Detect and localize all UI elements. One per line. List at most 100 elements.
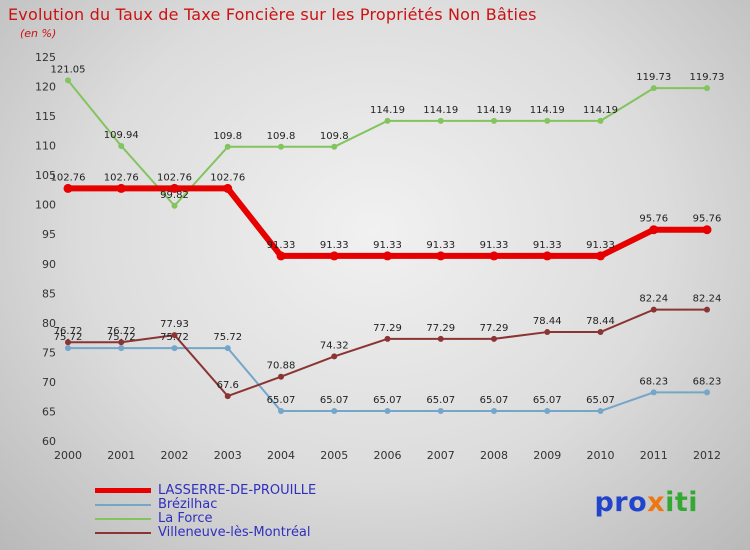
proxiti-logo: proxiti — [594, 487, 698, 518]
data-point — [491, 408, 497, 415]
chart-title: Evolution du Taux de Taxe Foncière sur l… — [8, 5, 537, 24]
point-label: 65.07 — [373, 395, 402, 406]
x-tick-label: 2009 — [533, 449, 561, 462]
data-point — [650, 389, 657, 396]
data-point — [65, 339, 71, 346]
data-point — [384, 408, 391, 415]
legend-swatch — [95, 517, 151, 520]
data-point — [542, 251, 552, 261]
data-point — [278, 143, 284, 150]
data-point — [63, 183, 73, 193]
data-point — [650, 306, 657, 313]
data-point — [118, 339, 125, 346]
x-tick-label: 2010 — [587, 449, 615, 462]
point-label: 76.72 — [107, 326, 136, 337]
data-point — [171, 345, 178, 352]
data-point — [65, 345, 71, 352]
data-point — [383, 251, 392, 261]
point-label: 102.76 — [104, 172, 139, 183]
point-label: 114.19 — [370, 105, 405, 116]
point-label: 102.76 — [157, 172, 192, 183]
x-tick-label: 2008 — [480, 449, 508, 462]
point-label: 68.23 — [693, 376, 722, 387]
x-tick-label: 2001 — [107, 449, 135, 462]
data-point — [437, 408, 444, 415]
point-label: 76.72 — [54, 326, 83, 337]
data-point — [544, 408, 551, 415]
point-label: 74.32 — [320, 340, 349, 351]
point-label: 91.33 — [373, 240, 402, 251]
data-point — [544, 117, 551, 124]
point-label: 78.44 — [586, 316, 615, 327]
data-point — [276, 251, 286, 261]
data-point — [278, 373, 284, 380]
point-label: 77.93 — [160, 319, 189, 330]
point-label: 75.72 — [107, 332, 136, 343]
chart-subtitle: (en %) — [20, 27, 57, 40]
point-label: 114.19 — [583, 105, 618, 116]
point-label: 91.33 — [586, 240, 615, 251]
point-label: 109.8 — [267, 131, 296, 142]
legend-label: La Force — [158, 511, 213, 526]
x-tick-label: 2004 — [267, 449, 295, 462]
point-label: 65.07 — [267, 395, 296, 406]
data-point — [170, 183, 179, 193]
y-tick-label: 60 — [42, 435, 56, 448]
data-point — [278, 408, 284, 415]
data-point — [118, 142, 125, 149]
point-label: 91.33 — [320, 240, 349, 251]
x-tick-label: 2005 — [320, 449, 348, 462]
legend-swatch — [95, 488, 151, 493]
point-label: 95.76 — [639, 214, 668, 225]
data-point — [384, 117, 391, 124]
data-point — [116, 183, 126, 193]
point-label: 102.76 — [210, 172, 245, 183]
y-tick-label: 70 — [42, 376, 56, 389]
data-point — [702, 225, 712, 235]
point-label: 78.44 — [533, 316, 562, 327]
data-point — [224, 143, 231, 150]
y-tick-label: 85 — [42, 287, 56, 300]
y-tick-label: 105 — [35, 169, 56, 182]
y-tick-label: 110 — [35, 140, 56, 153]
point-label: 75.72 — [54, 332, 83, 343]
data-point — [331, 408, 338, 415]
data-point — [329, 251, 339, 261]
data-point — [436, 251, 446, 261]
point-label: 77.29 — [426, 323, 455, 334]
point-label: 91.33 — [426, 240, 455, 251]
data-point — [597, 117, 604, 124]
data-point — [544, 329, 551, 336]
point-label: 65.07 — [480, 395, 509, 406]
legend-label: LASSERRE-DE-PROUILLE — [158, 483, 317, 498]
data-point — [65, 77, 71, 84]
x-tick-label: 2000 — [54, 449, 82, 462]
data-point — [437, 335, 444, 342]
point-label: 67.6 — [217, 380, 239, 391]
logo-letter-group: iti — [665, 487, 698, 518]
point-label: 82.24 — [639, 294, 668, 305]
data-point — [437, 117, 444, 124]
legend-label: Villeneuve-lès-Montréal — [158, 525, 311, 540]
data-point — [650, 85, 657, 92]
point-label: 82.24 — [693, 294, 722, 305]
data-point — [597, 408, 604, 415]
legend-item: La Force — [95, 512, 316, 525]
data-point — [118, 345, 125, 352]
legend-swatch — [95, 531, 151, 534]
data-point — [384, 335, 391, 342]
point-label: 70.88 — [267, 361, 296, 372]
line-chart: 60 65 70 75 80 85 90 95 100 105 110 115 120 125 2000 20… — [35, 51, 725, 462]
y-tick-label: 125 — [35, 51, 56, 64]
point-label: 119.73 — [690, 72, 725, 83]
point-label: 65.07 — [320, 395, 349, 406]
data-point — [331, 353, 338, 360]
point-label: 91.33 — [267, 240, 296, 251]
y-tick-label: 115 — [35, 110, 56, 123]
legend-item: Villeneuve-lès-Montréal — [95, 526, 316, 539]
data-point — [597, 329, 604, 336]
point-label: 109.94 — [104, 130, 139, 141]
point-label: 121.05 — [51, 64, 86, 75]
point-label: 75.72 — [213, 332, 242, 343]
